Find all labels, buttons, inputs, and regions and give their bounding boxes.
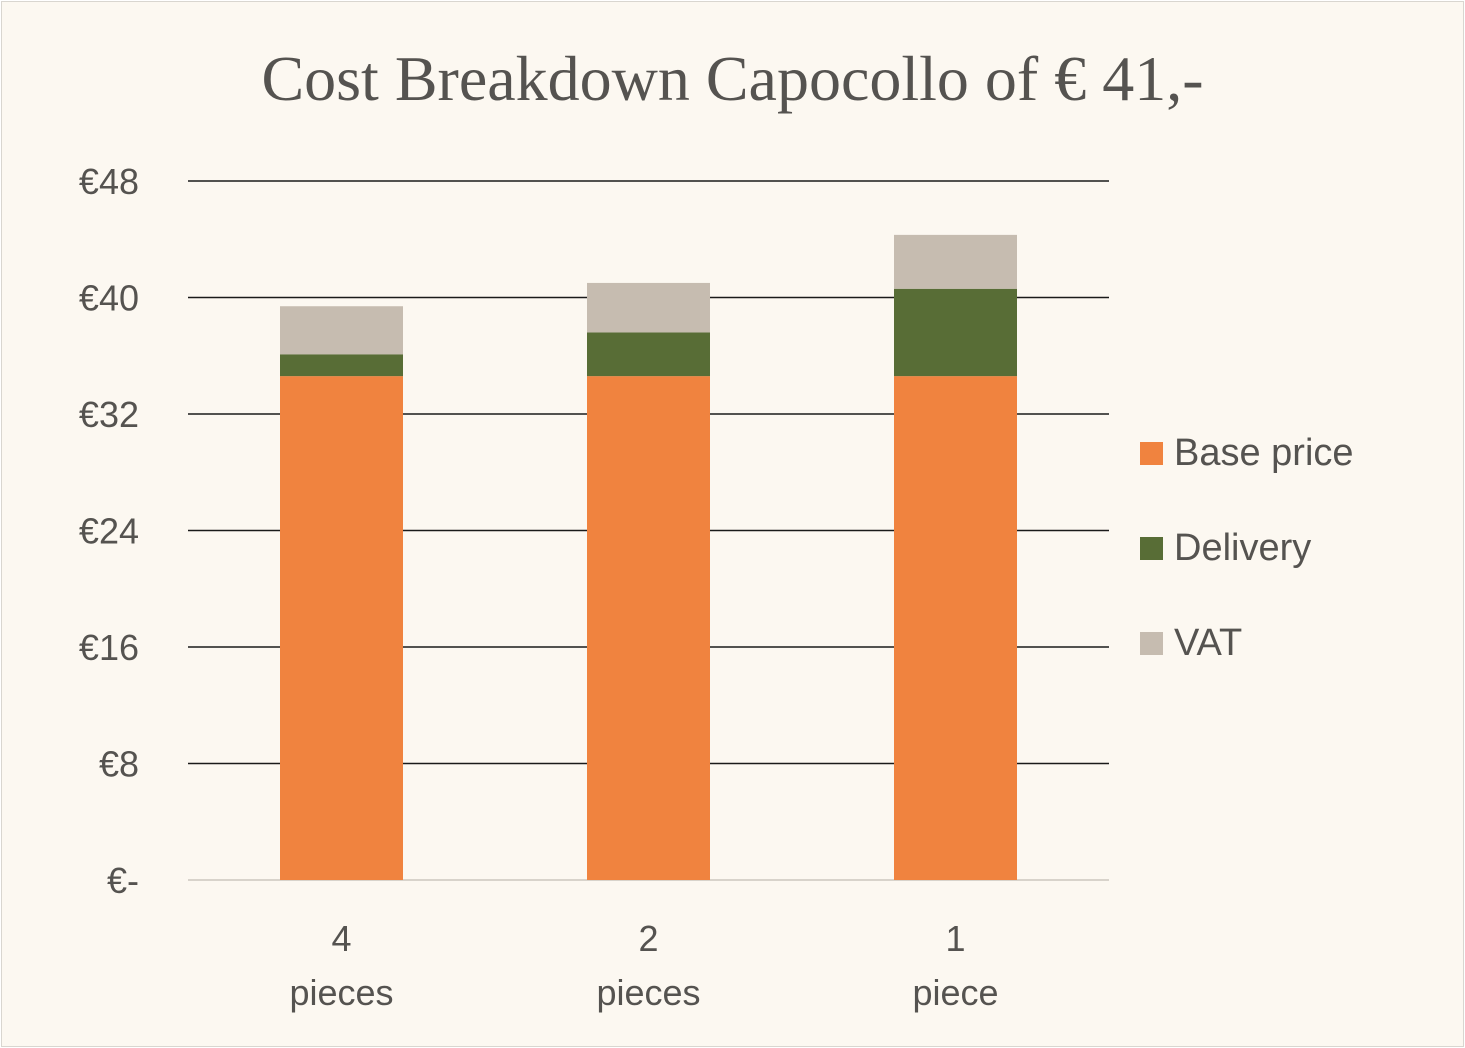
legend-swatch (1140, 441, 1163, 465)
bar-segment-base-price (894, 376, 1017, 880)
bar-segment-delivery (587, 332, 710, 377)
bar-segment-delivery (894, 288, 1017, 377)
x-tick-label: 4 (331, 918, 351, 959)
legend-swatch (1140, 536, 1163, 560)
y-tick-label: €24 (79, 511, 139, 552)
y-tick-label: €8 (99, 744, 139, 785)
x-tick-label: pieces (596, 972, 700, 1013)
legend-swatch (1140, 631, 1163, 655)
bar-segment-base-price (280, 376, 403, 880)
bar-segment-vat (894, 234, 1017, 289)
bar-segment-base-price (587, 376, 710, 880)
bar-segment-vat (587, 282, 710, 333)
x-tick-label: 2 (638, 918, 658, 959)
y-tick-label: €- (107, 860, 139, 901)
bar-segment-delivery (280, 354, 403, 377)
legend-item: Base price (1140, 430, 1354, 476)
legend-item: VAT (1140, 620, 1354, 666)
chart-legend: Base price Delivery VAT (1140, 430, 1354, 715)
y-tick-label: €48 (79, 161, 139, 202)
legend-label: VAT (1174, 621, 1243, 664)
y-tick-label: €40 (79, 278, 139, 319)
legend-item: Delivery (1140, 525, 1354, 571)
legend-label: Base price (1174, 431, 1354, 474)
bar-segment-vat (280, 306, 403, 355)
legend-label: Delivery (1174, 526, 1312, 569)
x-tick-label: piece (912, 972, 998, 1013)
y-tick-label: €16 (79, 627, 139, 668)
x-tick-label: 1 (945, 918, 965, 959)
x-tick-label: pieces (289, 972, 393, 1013)
chart-title: Cost Breakdown Capocollo of € 41,- (261, 43, 1204, 114)
y-tick-label: €32 (79, 394, 139, 435)
